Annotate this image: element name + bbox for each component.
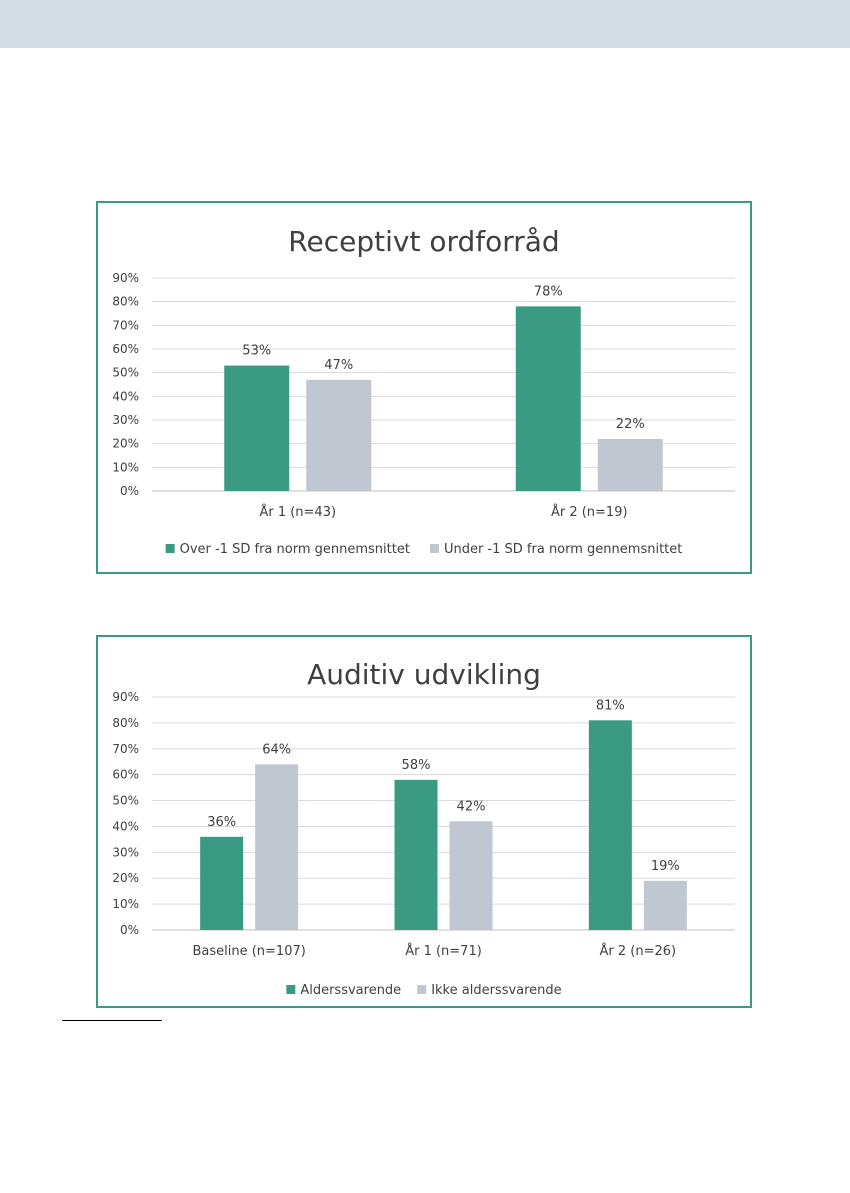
- legend-swatch: [429, 544, 439, 553]
- data-label: 53%: [242, 344, 271, 359]
- page-header-band: [0, 0, 850, 48]
- chart-receptivt-ordforraad-svg: Receptivt ordforråd 0% 10% 20% 30% 40% 50% 60% 7…: [112, 225, 735, 557]
- y-tick-label: 10%: [112, 460, 139, 474]
- y-tick-label: 10%: [112, 897, 139, 911]
- y-tick-label: 80%: [112, 716, 139, 730]
- legend: Alderssvarende Ikke alderssvarende: [286, 983, 562, 998]
- y-tick-label: 40%: [112, 389, 139, 403]
- data-label: 47%: [324, 358, 353, 373]
- chart-title: Receptivt ordforråd: [288, 225, 559, 258]
- bar: [224, 365, 290, 491]
- y-tick-label: 40%: [112, 819, 139, 833]
- y-tick-label: 0%: [120, 484, 139, 498]
- legend-swatch: [165, 544, 175, 553]
- data-label: 42%: [457, 799, 486, 814]
- y-tick-label: 90%: [112, 271, 139, 285]
- footnote-rule: [62, 1020, 162, 1021]
- data-label: 19%: [651, 859, 680, 874]
- y-tick-label: 0%: [120, 923, 139, 937]
- chart-auditiv-udvikling: Auditiv udvikling 0% 10% 20% 30% 40% 50% 60% 70%…: [96, 635, 752, 1008]
- bar: [255, 764, 299, 930]
- x-tick-label: Baseline (n=107): [192, 944, 305, 959]
- y-tick-label: 30%: [112, 845, 139, 859]
- y-tick-label: 90%: [112, 690, 139, 704]
- y-tick-label: 60%: [112, 342, 139, 356]
- y-tick-label: 50%: [112, 366, 139, 380]
- data-label: 78%: [534, 284, 563, 299]
- data-label: 81%: [596, 698, 625, 713]
- legend-swatch: [417, 985, 427, 994]
- legend: Over -1 SD fra norm gennemsnittet Under -…: [165, 542, 682, 557]
- bar: [394, 779, 438, 930]
- data-label: 36%: [207, 815, 236, 830]
- bar: [643, 880, 687, 930]
- y-tick-label: 30%: [112, 413, 139, 427]
- chart-auditiv-udvikling-svg: Auditiv udvikling 0% 10% 20% 30% 40% 50% 60% 70%…: [112, 658, 735, 998]
- data-label: 22%: [616, 417, 645, 432]
- legend-label: Over -1 SD fra norm gennemsnittet: [180, 542, 410, 557]
- legend-label: Ikke alderssvarende: [431, 983, 561, 998]
- chart-title: Auditiv udvikling: [307, 658, 541, 691]
- y-tick-label: 50%: [112, 794, 139, 808]
- x-tick-label: År 2 (n=19): [551, 504, 628, 520]
- y-tick-label: 20%: [112, 437, 139, 451]
- bar: [200, 836, 244, 930]
- legend-label: Alderssvarende: [300, 983, 401, 998]
- x-tick-label: År 1 (n=43): [259, 504, 336, 520]
- bar: [306, 379, 372, 491]
- data-label: 58%: [402, 758, 431, 773]
- legend-swatch: [286, 985, 296, 994]
- legend-label: Under -1 SD fra norm gennemsnittet: [444, 542, 682, 557]
- y-tick-label: 80%: [112, 295, 139, 309]
- y-tick-label: 20%: [112, 871, 139, 885]
- y-tick-label: 60%: [112, 768, 139, 782]
- x-tick-label: År 2 (n=26): [600, 943, 677, 959]
- chart-receptivt-ordforraad: Receptivt ordforråd 0% 10% 20% 30% 40% 50% 60% 7…: [96, 201, 752, 574]
- y-tick-label: 70%: [112, 742, 139, 756]
- data-label: 64%: [262, 742, 291, 757]
- bar: [588, 720, 632, 930]
- y-tick-label: 70%: [112, 318, 139, 332]
- x-tick-label: År 1 (n=71): [405, 943, 482, 959]
- bar: [597, 438, 663, 491]
- bar: [449, 821, 493, 930]
- bar: [515, 306, 581, 491]
